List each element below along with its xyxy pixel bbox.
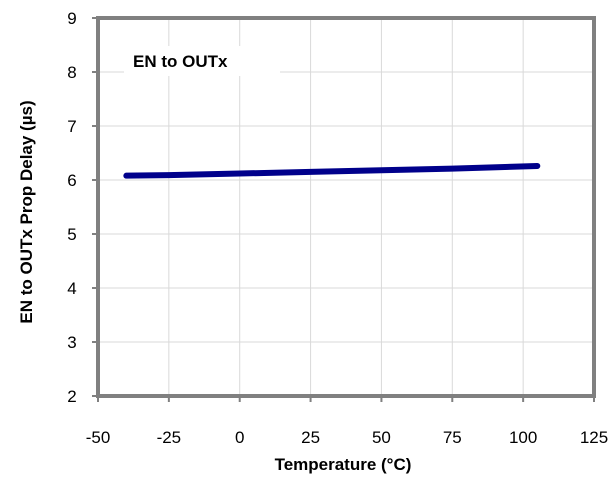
y-tick-label: 2 — [67, 387, 76, 406]
x-axis-label: Temperature (°C) — [275, 455, 412, 474]
chart-ticks: -50 -25 0 25 50 75 100 125 2 3 4 5 6 7 8 9 — [67, 9, 608, 447]
y-tick-label: 9 — [67, 9, 76, 28]
chart-series — [123, 162, 541, 179]
x-tick-label: 25 — [301, 428, 320, 447]
annotation-background — [124, 46, 280, 76]
y-tick-label: 7 — [67, 117, 76, 136]
annotation-box: EN to OUTx — [124, 46, 280, 76]
y-tick-label: 3 — [67, 333, 76, 352]
series-line — [123, 162, 541, 179]
x-tick-label: 50 — [372, 428, 391, 447]
y-tick-label: 6 — [67, 171, 76, 190]
x-tick-label: 0 — [235, 428, 244, 447]
x-tick-label: -25 — [157, 428, 182, 447]
y-axis-label: EN to OUTx Prop Delay (µs) — [17, 100, 36, 323]
y-tick-label: 8 — [67, 63, 76, 82]
x-tick-label: 100 — [509, 428, 537, 447]
annotation-label: EN to OUTx — [133, 52, 228, 71]
y-tick-label: 4 — [67, 279, 76, 298]
y-tick-label: 5 — [67, 225, 76, 244]
plot-frame — [96, 16, 596, 398]
x-tick-label: 125 — [580, 428, 608, 447]
x-tick-label: 75 — [443, 428, 462, 447]
x-tick-label: -50 — [86, 428, 111, 447]
